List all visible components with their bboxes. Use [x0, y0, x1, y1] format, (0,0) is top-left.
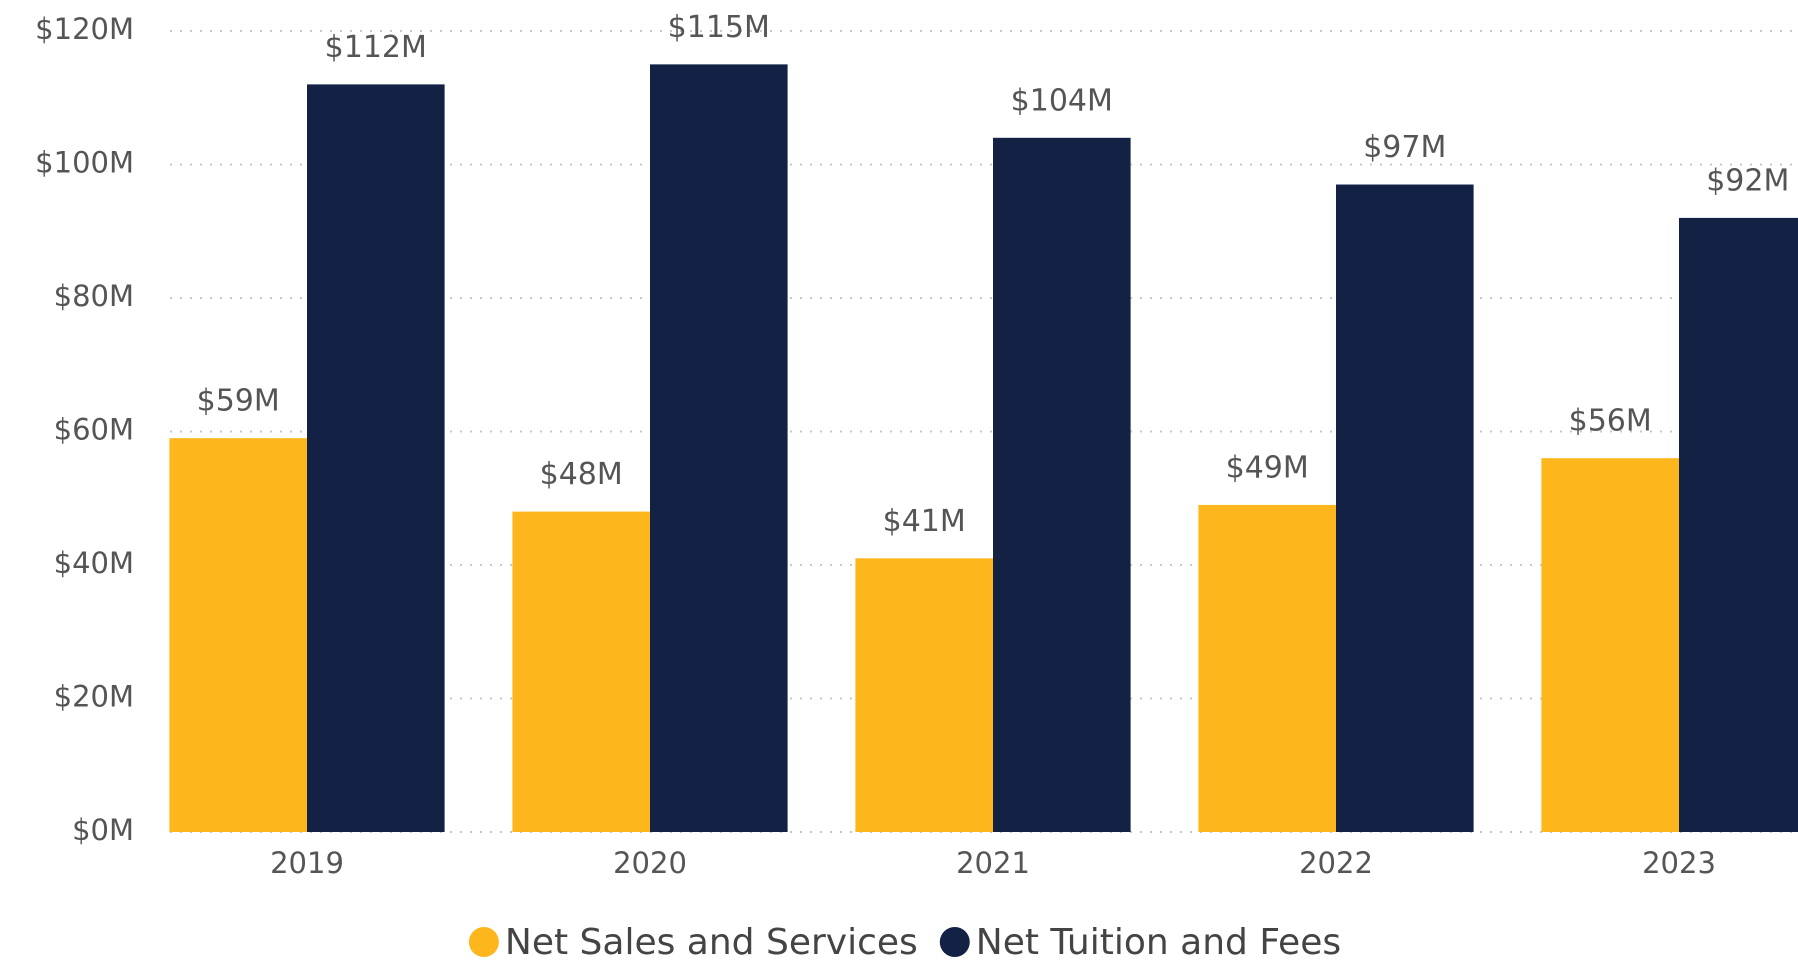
y-tick-label: $0M [72, 813, 134, 847]
legend-label: Net Sales and Services [505, 922, 918, 963]
y-tick-label: $60M [54, 413, 134, 447]
data-label: $49M [1226, 450, 1309, 485]
x-tick-label: 2019 [270, 846, 344, 880]
bar [650, 64, 788, 832]
data-label: $59M [197, 384, 280, 419]
x-tick-label: 2020 [613, 846, 687, 880]
legend-marker [939, 927, 970, 957]
legend-label: Net Tuition and Fees [976, 922, 1341, 963]
x-tick-label: 2023 [1642, 846, 1716, 880]
data-label: $48M [540, 457, 623, 492]
data-label: $115M [668, 10, 770, 45]
y-tick-label: $120M [35, 12, 134, 46]
y-tick-label: $100M [35, 146, 134, 180]
bar [1198, 504, 1336, 832]
bar [512, 511, 650, 832]
data-label: $112M [325, 30, 427, 65]
y-tick-label: $20M [54, 680, 134, 714]
y-tick-label: $80M [54, 279, 134, 313]
bar [1679, 217, 1798, 832]
bar [307, 84, 445, 832]
data-label: $104M [1011, 83, 1113, 118]
bar [1541, 458, 1679, 832]
bar [993, 137, 1131, 833]
y-tick-label: $40M [54, 546, 134, 580]
bar [1336, 184, 1474, 832]
x-tick-label: 2021 [956, 846, 1030, 880]
data-label: $41M [883, 504, 966, 539]
legend-marker [468, 927, 499, 957]
data-label: $56M [1569, 404, 1652, 439]
bar [855, 558, 993, 832]
bar [169, 438, 307, 832]
data-label: $92M [1706, 163, 1789, 198]
data-label: $97M [1363, 130, 1446, 165]
x-tick-label: 2022 [1299, 846, 1373, 880]
